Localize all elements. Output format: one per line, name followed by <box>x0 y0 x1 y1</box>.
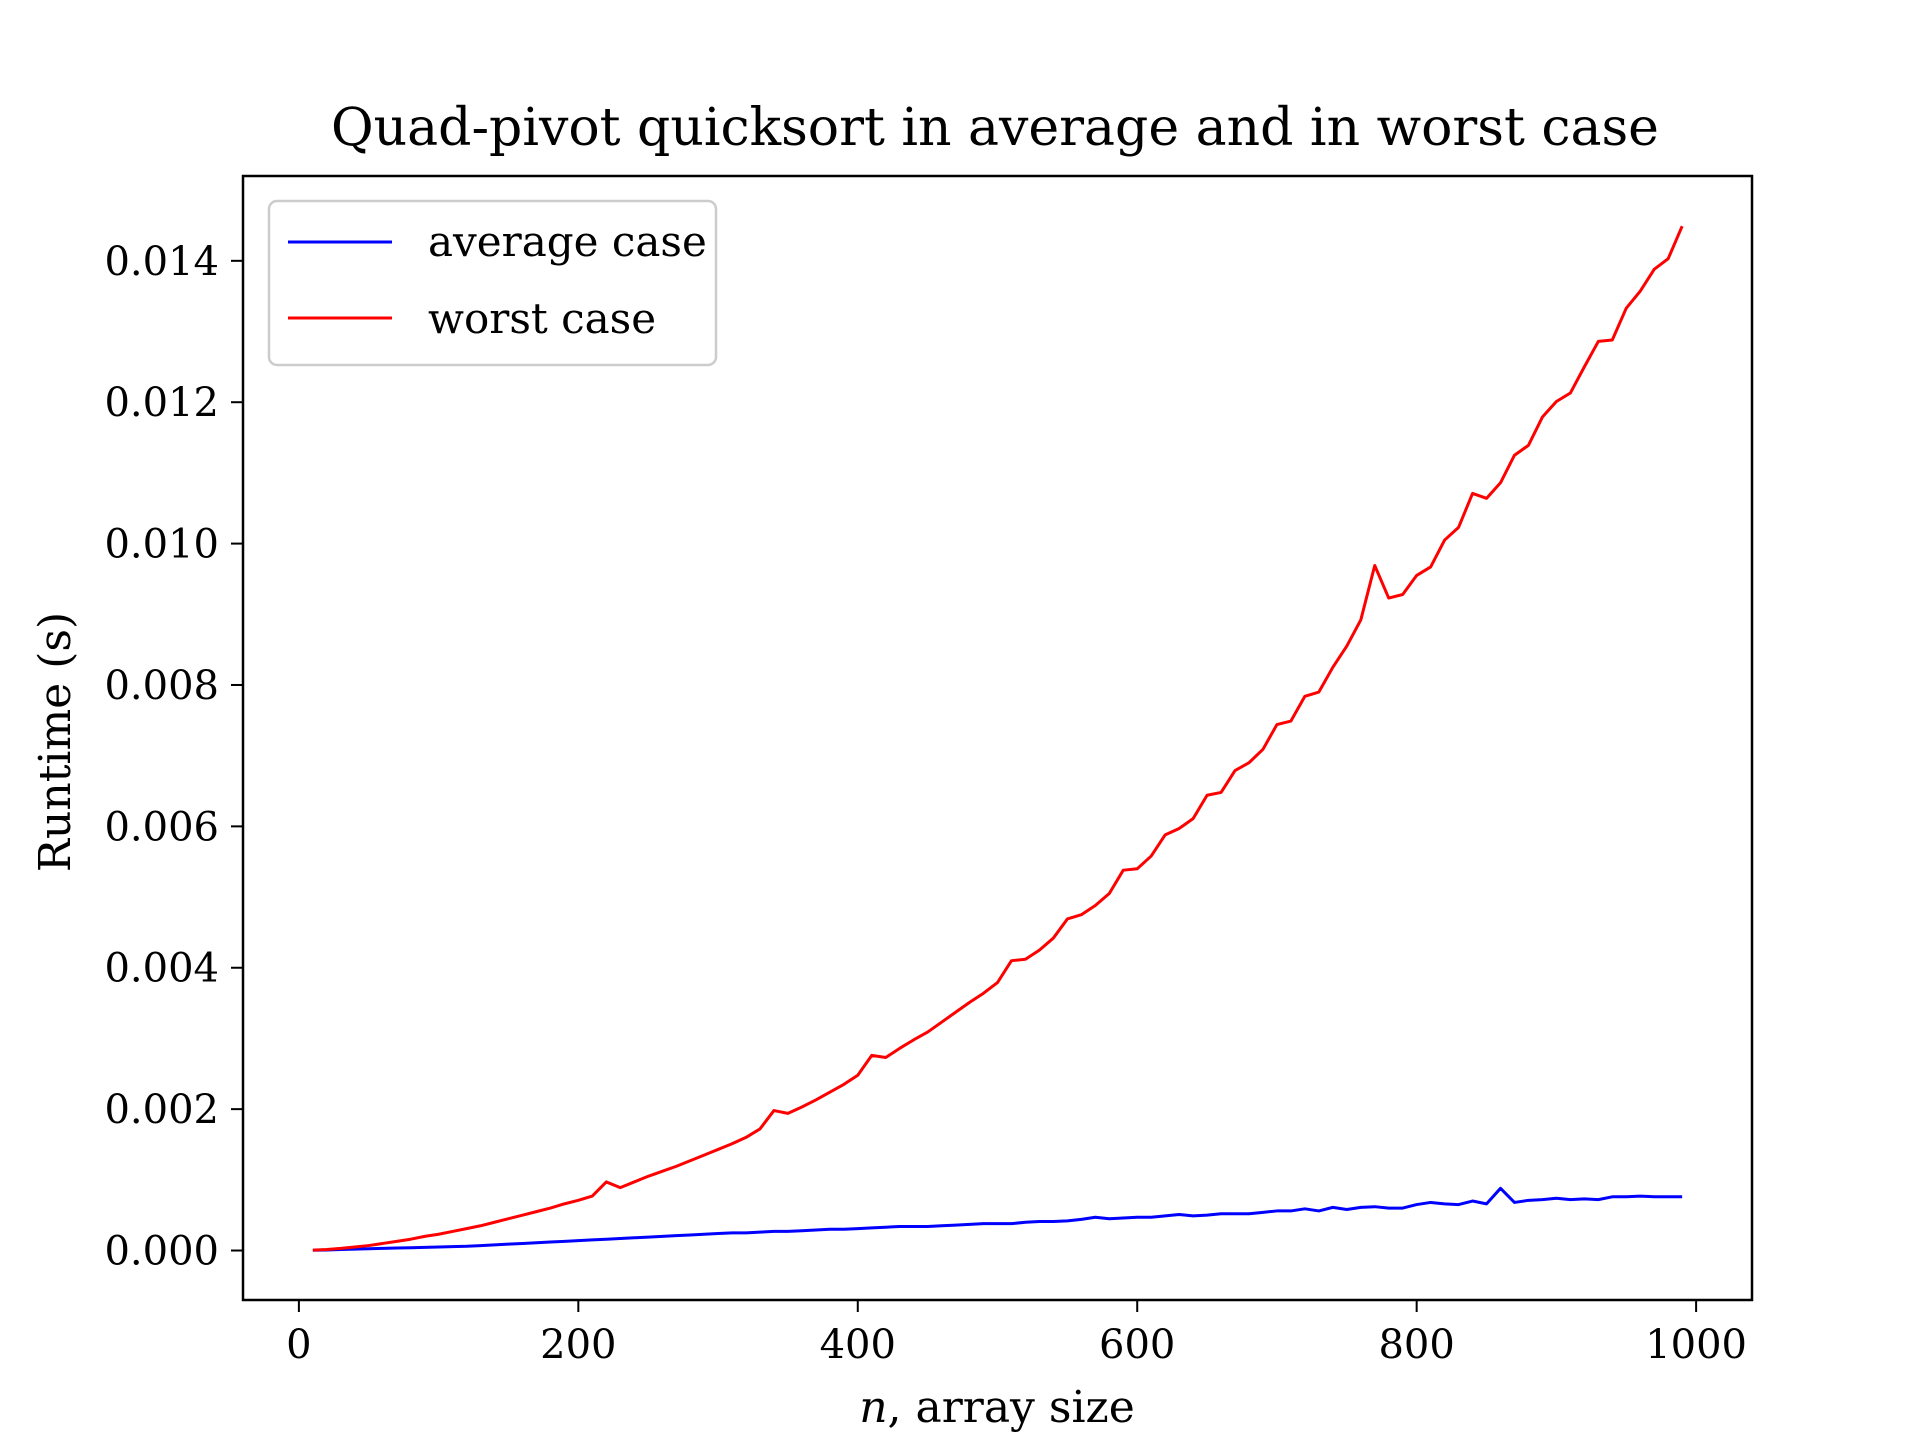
x-axis-label-text: , array size <box>888 1382 1135 1433</box>
x-tick-label: 0 <box>286 1322 311 1368</box>
x-axis-label: n, array size <box>859 1382 1135 1433</box>
legend: average case worst case <box>267 199 718 367</box>
axes-frame <box>241 174 1754 1302</box>
series-line-average-case <box>312 1186 1683 1252</box>
series-line-worst-case <box>312 225 1684 1252</box>
y-axis-ticks: 0.000 0.002 0.004 0.006 0.008 0.010 0.012 0.014 <box>104 239 243 1275</box>
x-axis-ticks: 0 200 400 600 800 1000 <box>286 1300 1747 1368</box>
y-tick-label: 0.004 <box>104 946 219 992</box>
plot-area: 0 200 400 600 800 1000 0.0000.0020.0040.0060.… <box>104 174 1754 1368</box>
x-axis-label-variable: n <box>859 1382 887 1433</box>
y-tick-label: 0.002 <box>104 1087 219 1133</box>
y-tick-label: 0.010 <box>104 522 219 568</box>
x-tick-label: 600 <box>1099 1322 1175 1368</box>
series-layer <box>312 225 1684 1252</box>
y-axis-label: Runtime (s) <box>30 612 81 872</box>
chart-title: Quad-pivot quicksort in average and in w… <box>331 98 1659 158</box>
y-tick-label: 0.000 <box>104 1229 219 1275</box>
legend-label-average-case: average case <box>428 217 707 266</box>
x-tick-label: 1000 <box>1645 1322 1747 1368</box>
y-tick-label: 0.012 <box>104 380 219 426</box>
y-tick-label: 0.008 <box>104 663 219 709</box>
y-tick-label: 0.006 <box>104 804 219 850</box>
x-tick-label: 400 <box>820 1322 896 1368</box>
legend-label-worst-case: worst case <box>428 294 656 343</box>
x-tick-label: 800 <box>1378 1322 1454 1368</box>
x-tick-label: 200 <box>540 1322 616 1368</box>
y-tick-label: 0.014 <box>104 239 219 285</box>
